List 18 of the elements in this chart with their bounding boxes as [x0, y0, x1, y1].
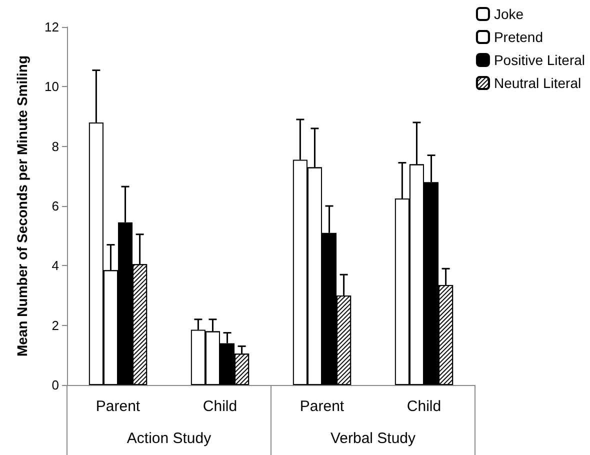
- x-tick-label: Parent: [96, 398, 141, 415]
- legend-label: Neutral Literal: [494, 75, 582, 91]
- text: Action Study: [126, 430, 212, 447]
- text: Verbal Study: [330, 430, 416, 447]
- y-tick-label: 12: [44, 20, 59, 34]
- y-tick-label: 4: [52, 258, 59, 274]
- y-tick-label: 0: [52, 378, 59, 392]
- y-tick-label: 6: [52, 198, 59, 214]
- y-axis-title: Mean Number of Seconds per Minute Smiling: [14, 55, 30, 357]
- y-tick-label: 2: [52, 318, 59, 333]
- legend-label: Pretend: [494, 29, 544, 45]
- x-tick-label: Child: [202, 398, 238, 415]
- x-tick-label: Child: [406, 398, 442, 415]
- legend-label: Joke: [494, 6, 524, 22]
- y-tick-label: 8: [52, 138, 59, 154]
- legend-label: Positive Literal: [494, 52, 586, 68]
- y-tick-label: 10: [44, 79, 59, 94]
- x-tick-label: Parent: [300, 398, 345, 415]
